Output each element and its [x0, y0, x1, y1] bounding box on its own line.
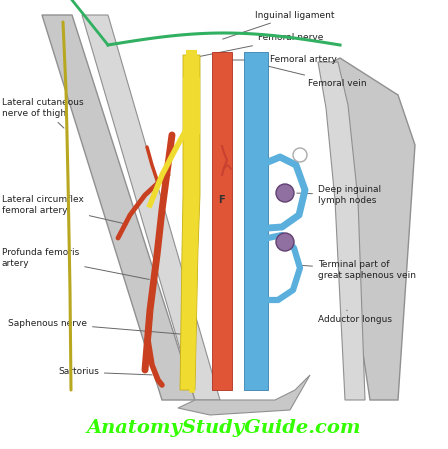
Text: F: F — [218, 195, 224, 205]
Text: Sartorius: Sartorius — [58, 367, 152, 377]
Text: Inguinal ligament: Inguinal ligament — [223, 10, 335, 39]
Text: Deep inguinal
lymph nodes: Deep inguinal lymph nodes — [297, 185, 381, 205]
Text: Terminal part of
great saphenous vein: Terminal part of great saphenous vein — [299, 260, 416, 280]
Polygon shape — [42, 15, 195, 400]
Text: Adductor longus: Adductor longus — [318, 310, 392, 325]
Text: Lateral circumflex
femoral artery: Lateral circumflex femoral artery — [2, 195, 127, 224]
Text: Femoral artery: Femoral artery — [231, 56, 337, 65]
Polygon shape — [178, 375, 310, 415]
Polygon shape — [82, 15, 220, 400]
Polygon shape — [180, 55, 200, 390]
Text: Femoral nerve: Femoral nerve — [195, 34, 323, 57]
Circle shape — [276, 233, 294, 251]
Circle shape — [276, 184, 294, 202]
Text: Saphenous nerve: Saphenous nerve — [8, 318, 189, 335]
Polygon shape — [318, 62, 365, 400]
Polygon shape — [212, 52, 232, 390]
Text: Lateral cutaneous
nerve of thigh: Lateral cutaneous nerve of thigh — [2, 98, 84, 128]
Polygon shape — [320, 58, 415, 400]
Text: Profunda femoris
artery: Profunda femoris artery — [2, 248, 149, 279]
Text: Femoral vein: Femoral vein — [258, 64, 366, 88]
Polygon shape — [244, 52, 268, 390]
Circle shape — [293, 148, 307, 162]
Text: AnatomyStudyGuide.com: AnatomyStudyGuide.com — [87, 419, 361, 437]
